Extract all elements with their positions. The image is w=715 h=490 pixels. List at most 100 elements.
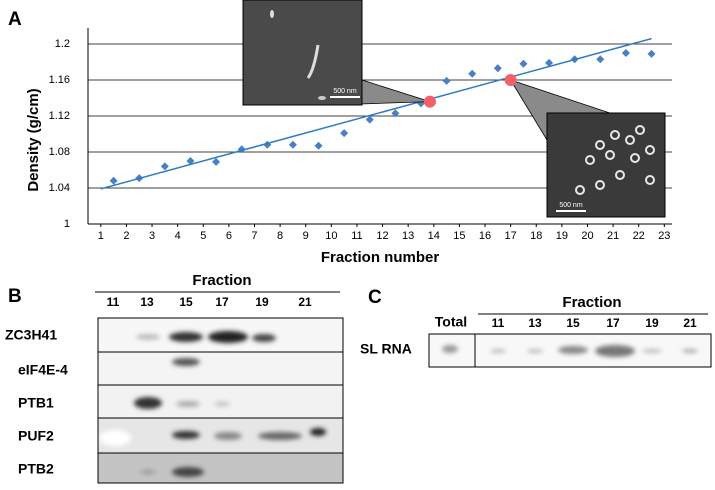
blot-header: Fraction bbox=[192, 272, 251, 289]
x-tick-label: 2 bbox=[123, 230, 129, 242]
fraction-label: 11 bbox=[107, 295, 120, 309]
x-tick-label: 7 bbox=[251, 230, 257, 242]
row-label: ZC3H41 bbox=[5, 327, 57, 343]
row-label: SL RNA bbox=[360, 341, 412, 357]
y-tick-label: 1.16 bbox=[49, 74, 70, 86]
x-tick-label: 5 bbox=[200, 230, 206, 242]
x-tick-label: 17 bbox=[505, 230, 517, 242]
x-tick-label: 15 bbox=[453, 230, 465, 242]
particle bbox=[575, 185, 585, 195]
x-tick-label: 19 bbox=[556, 230, 568, 242]
bands bbox=[442, 345, 698, 357]
panel-label: C bbox=[368, 287, 382, 308]
x-tick-label: 21 bbox=[607, 230, 619, 242]
x-tick-label: 23 bbox=[658, 230, 670, 242]
data-point bbox=[545, 58, 554, 67]
panel-label: B bbox=[8, 286, 22, 307]
blot-c: Fraction Total 11 13 15 17 19 21 SL RNA bbox=[360, 294, 712, 368]
y-tick-label: 1.08 bbox=[49, 146, 70, 158]
particle bbox=[635, 125, 645, 135]
data-point bbox=[519, 59, 528, 68]
data-point bbox=[621, 49, 630, 57]
particle bbox=[270, 10, 274, 18]
data-point bbox=[314, 141, 323, 150]
data-point bbox=[493, 64, 502, 73]
fraction-label: 21 bbox=[298, 295, 312, 309]
data-point bbox=[365, 115, 374, 124]
micrograph bbox=[546, 112, 666, 218]
row-label: PTB2 bbox=[18, 461, 54, 477]
data-point bbox=[596, 55, 605, 64]
fraction-label: 13 bbox=[140, 295, 154, 309]
blot-frame bbox=[428, 333, 712, 368]
blot-row bbox=[98, 453, 343, 483]
x-tick-label: 16 bbox=[479, 230, 491, 242]
data-point bbox=[340, 129, 349, 138]
x-tick-label: 13 bbox=[402, 230, 414, 242]
y-tick-label: 1.04 bbox=[49, 182, 70, 194]
data-point bbox=[442, 76, 451, 85]
fraction-label: 17 bbox=[215, 295, 229, 309]
data-point bbox=[288, 140, 297, 149]
y-tick-label: 1.2 bbox=[55, 38, 70, 50]
y-axis-label: Density (g/cm) bbox=[25, 88, 42, 191]
fraction-label: 15 bbox=[566, 316, 580, 330]
particle bbox=[605, 150, 615, 160]
fraction-label: 21 bbox=[683, 316, 697, 330]
particle bbox=[615, 170, 625, 180]
highlight-point bbox=[423, 95, 436, 108]
x-tick-label: 14 bbox=[428, 230, 440, 242]
blot-b: Fraction 11 13 15 17 19 21 bbox=[5, 272, 344, 484]
x-tick-label: 11 bbox=[351, 230, 362, 242]
row-label: PTB1 bbox=[18, 395, 54, 411]
particle bbox=[306, 44, 320, 79]
fit-line bbox=[100, 37, 652, 190]
data-point bbox=[109, 176, 118, 185]
x-tick-label: 6 bbox=[226, 230, 232, 242]
blot-row bbox=[98, 352, 343, 385]
blot-header: Fraction bbox=[562, 294, 621, 311]
fraction-label: 15 bbox=[179, 295, 193, 309]
row-label: PUF2 bbox=[18, 428, 54, 444]
particle bbox=[585, 155, 595, 165]
x-tick-label: 20 bbox=[581, 230, 593, 242]
particle bbox=[645, 145, 655, 155]
scale-label: 500 nm bbox=[333, 88, 357, 95]
bands bbox=[99, 331, 326, 477]
x-tick-label: 1 bbox=[98, 230, 104, 242]
y-tick-label: 1.12 bbox=[49, 110, 70, 122]
data-point bbox=[647, 49, 656, 58]
fraction-label: 19 bbox=[645, 316, 659, 330]
data-point bbox=[212, 157, 221, 166]
particle bbox=[595, 140, 605, 150]
micrograph bbox=[242, 0, 363, 106]
x-tick-label: 22 bbox=[633, 230, 645, 242]
x-tick-label: 4 bbox=[175, 230, 181, 242]
x-tick-label: 10 bbox=[325, 230, 337, 242]
x-tick-label: 3 bbox=[149, 230, 155, 242]
y-tick-label: 1 bbox=[64, 218, 70, 230]
fraction-label: 19 bbox=[255, 295, 269, 309]
x-axis-label: Fraction number bbox=[321, 249, 440, 266]
particle bbox=[630, 153, 640, 163]
scale-label: 500 nm bbox=[559, 202, 583, 209]
particle bbox=[318, 96, 326, 100]
plot: 11.041.081.121.161.21 2 3 4 5 6 7 8 9 10 11 12 13 14 1… bbox=[25, 0, 672, 266]
fraction-label: 17 bbox=[606, 316, 620, 330]
row-label: eIF4E-4 bbox=[18, 362, 68, 378]
blot-frame bbox=[97, 317, 344, 484]
data-point bbox=[160, 162, 169, 171]
x-tick-label: 18 bbox=[530, 230, 542, 242]
fraction-label: 11 bbox=[492, 316, 505, 330]
data-point bbox=[391, 109, 400, 118]
x-tick-label: 8 bbox=[277, 230, 283, 242]
total-label: Total bbox=[435, 314, 467, 330]
x-tick-label: 12 bbox=[376, 230, 388, 242]
particle bbox=[610, 130, 620, 140]
fraction-label: 13 bbox=[528, 316, 542, 330]
panel-label: A bbox=[8, 9, 22, 30]
particle bbox=[595, 180, 605, 190]
x-tick-label: 9 bbox=[303, 230, 309, 242]
data-point bbox=[186, 157, 195, 165]
